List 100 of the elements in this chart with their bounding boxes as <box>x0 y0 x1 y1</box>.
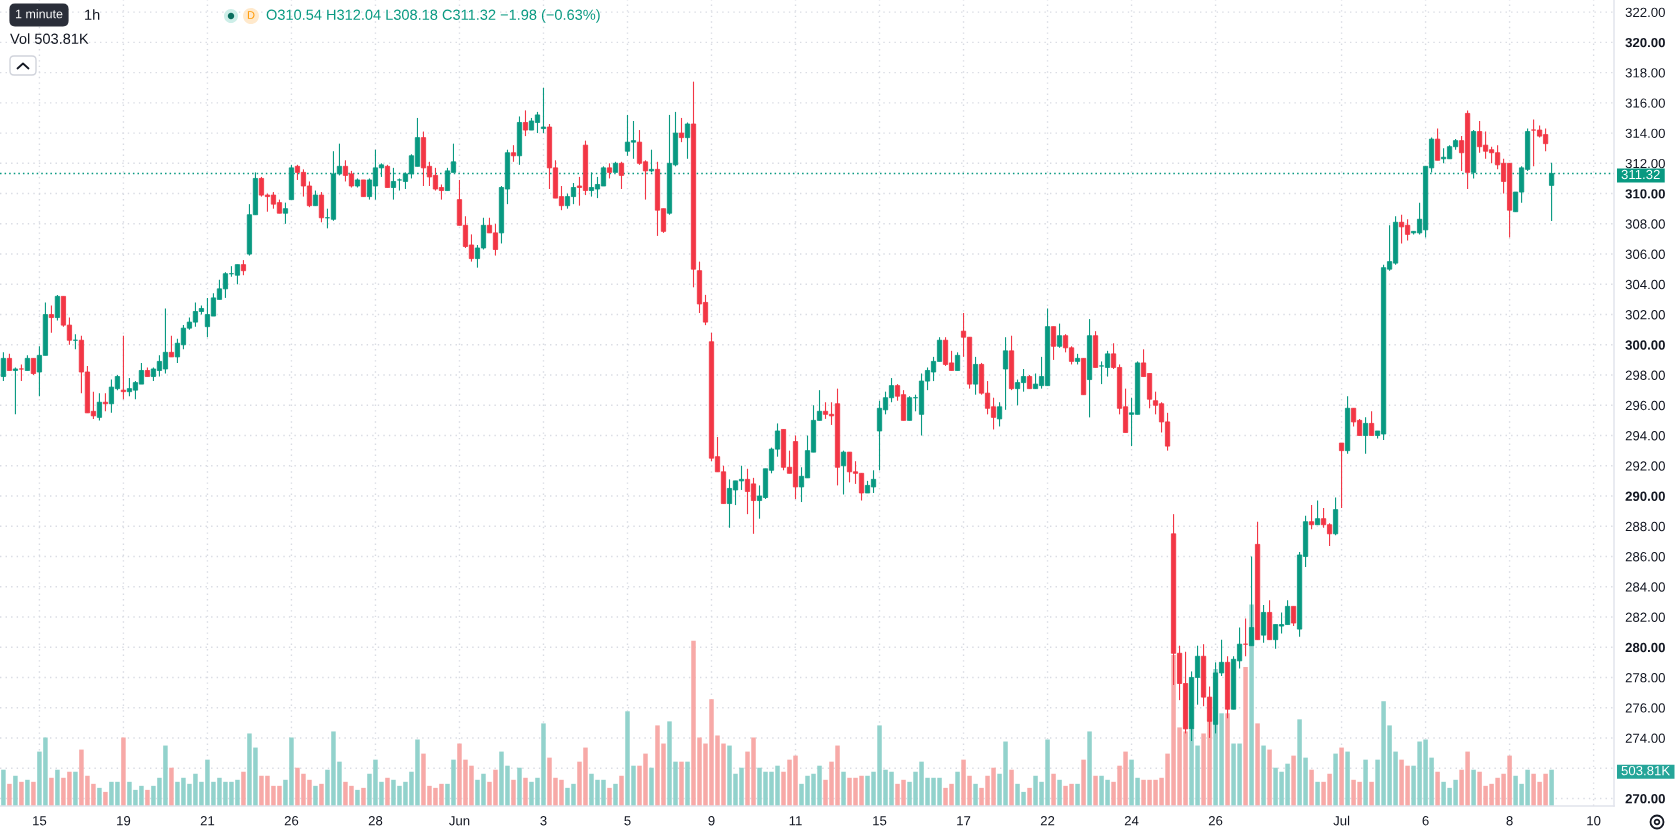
bar <box>1267 749 1272 806</box>
x-tick-label: 10 <box>1587 816 1601 826</box>
bar <box>1027 787 1032 806</box>
bar <box>385 777 390 806</box>
bar <box>1315 781 1320 806</box>
candlestick <box>282 202 289 225</box>
candlestick <box>522 109 529 137</box>
candlestick <box>48 304 55 334</box>
bar <box>1261 745 1266 806</box>
x-tick-label: 22 <box>1040 816 1055 826</box>
bar <box>1363 759 1368 806</box>
y-tick-label: 286.00 <box>1625 552 1665 562</box>
candlestick <box>678 117 685 143</box>
x-tick-label: 26 <box>284 816 299 826</box>
candlestick <box>618 161 625 190</box>
bar <box>1243 666 1248 806</box>
bar <box>121 737 126 806</box>
candlestick <box>972 356 979 396</box>
bar <box>517 767 522 806</box>
bar <box>1333 753 1338 806</box>
x-tick-label: 11 <box>789 816 802 826</box>
x-tick-label: 3 <box>540 816 547 826</box>
candlestick <box>1435 127 1441 161</box>
y-tick-label: 316.00 <box>1625 98 1665 108</box>
bar <box>145 789 150 806</box>
bar <box>1009 769 1014 806</box>
bar <box>1075 783 1080 806</box>
y-tick-label: 280.00 <box>1625 642 1665 653</box>
y-tick-label: 308.00 <box>1625 219 1665 229</box>
y-tick-label: 314.00 <box>1625 128 1665 138</box>
bar <box>649 767 654 806</box>
bar <box>169 767 174 806</box>
bar <box>607 787 612 806</box>
y-tick-label: 270.00 <box>1625 794 1665 804</box>
candlestick <box>1056 323 1063 349</box>
candlestick <box>1338 442 1345 509</box>
candlestick <box>384 164 391 189</box>
bar <box>313 785 318 806</box>
candlestick <box>54 294 61 322</box>
bar <box>1081 759 1086 806</box>
x-tick-label: Jun <box>449 816 470 826</box>
candlestick <box>96 392 103 421</box>
candlestick <box>840 450 847 496</box>
bar <box>1087 731 1092 806</box>
bar <box>1057 779 1062 806</box>
bar <box>1549 769 1554 806</box>
y-tick-label: 298.00 <box>1625 370 1665 380</box>
bar <box>1255 723 1260 806</box>
candlestick <box>1002 336 1009 411</box>
y-tick-label: 318.00 <box>1625 68 1665 78</box>
y-tick-label: 284.00 <box>1625 582 1665 592</box>
candlestick <box>684 121 691 160</box>
bar <box>613 783 618 806</box>
bar <box>103 791 108 806</box>
candlestick <box>102 392 109 412</box>
bar <box>241 771 246 806</box>
y-tick-label: 296.00 <box>1625 400 1665 411</box>
x-tick-label: 15 <box>33 816 47 826</box>
annotation: O310.54 H312.04 L308.18 C311.32 −1.98 (−0.63%) <box>266 9 600 23</box>
candlestick <box>1314 499 1321 526</box>
y-tick-label: 322.00 <box>1625 7 1665 18</box>
y-tick-label: 292.00 <box>1625 461 1665 471</box>
candlestick <box>1260 604 1267 644</box>
bar <box>319 783 324 806</box>
bar <box>73 771 78 806</box>
bar <box>1225 713 1230 806</box>
y-tick-label: 300.00 <box>1625 340 1665 350</box>
candlestick <box>1050 326 1057 361</box>
y-tick-label: 276.00 <box>1625 703 1665 713</box>
x-tick-label: 9 <box>708 816 715 826</box>
x-tick-label: 26 <box>1208 816 1223 826</box>
bar <box>1051 773 1056 806</box>
x-tick-label: Jul <box>1333 815 1350 826</box>
bar <box>361 787 366 806</box>
candlestick <box>168 335 175 358</box>
y-tick-label: 312.00 <box>1625 158 1665 169</box>
bar <box>1471 769 1476 806</box>
bar <box>97 787 102 806</box>
bar <box>49 777 54 806</box>
y-tick-label: 304.00 <box>1625 279 1665 290</box>
y-tick-label: 306.00 <box>1625 249 1665 259</box>
x-tick-label: 21 <box>200 816 215 826</box>
bar <box>1 769 6 806</box>
bar <box>31 781 36 806</box>
bar <box>1291 755 1296 806</box>
candlestick <box>954 351 961 372</box>
annotation: 1 minute <box>15 9 63 19</box>
candlestick <box>540 87 547 134</box>
bar <box>1309 769 1314 806</box>
y-tick-label: 302.00 <box>1625 310 1665 320</box>
candlestick <box>1290 605 1297 627</box>
x-tick-label: 5 <box>624 816 631 826</box>
bar <box>1093 775 1098 806</box>
candlestick <box>1308 504 1315 530</box>
bar <box>1435 771 1440 806</box>
y-tick-label: 282.00 <box>1625 612 1665 622</box>
x-tick-label: 24 <box>1124 816 1139 826</box>
bar <box>679 761 684 806</box>
x-tick-label: 15 <box>873 816 887 826</box>
ref-line-label: 311.32 <box>1621 169 1660 180</box>
